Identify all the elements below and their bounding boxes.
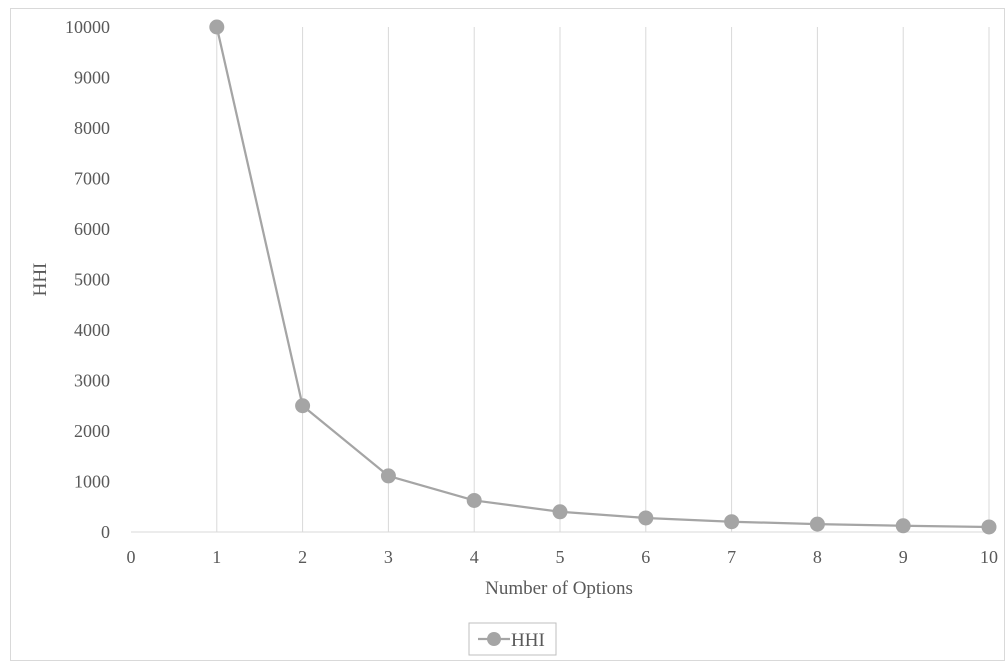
x-axis-tick-labels: 0 1 2 3 4 5 6 7 8 9 10 (127, 547, 999, 567)
chart-area (10, 8, 1005, 661)
x-tick-label: 4 (470, 547, 479, 567)
legend-marker-icon (487, 632, 501, 646)
x-tick-label: 5 (556, 547, 565, 567)
data-point (638, 510, 654, 526)
legend-label-hhi: HHI (511, 630, 545, 651)
y-axis-title: HHI (30, 263, 51, 297)
data-point (981, 519, 997, 535)
y-tick-label: 4000 (74, 320, 110, 340)
y-tick-label: 1000 (74, 472, 110, 492)
y-tick-label: 3000 (74, 371, 110, 391)
x-tick-label: 7 (727, 547, 736, 567)
x-tick-label: 9 (899, 547, 908, 567)
x-tick-label: 2 (298, 547, 307, 567)
x-tick-label: 0 (127, 547, 136, 567)
x-axis-title: Number of Options (485, 578, 633, 599)
y-tick-label: 6000 (74, 219, 110, 239)
series-hhi (209, 19, 997, 535)
x-tick-label: 6 (641, 547, 650, 567)
x-tick-label: 10 (980, 547, 998, 567)
y-tick-label: 10000 (65, 17, 110, 37)
y-tick-label: 7000 (74, 169, 110, 189)
legend-box (468, 622, 557, 656)
x-tick-label: 1 (212, 547, 221, 567)
gridlines (216, 27, 990, 532)
y-axis-tick-labels: 0 1000 2000 3000 4000 5000 6000 7000 8000 9000 100… (65, 17, 110, 542)
y-tick-label: 5000 (74, 270, 110, 290)
data-point (724, 514, 740, 530)
data-point (380, 468, 396, 484)
legend: HHI (468, 622, 557, 656)
y-tick-label: 9000 (74, 68, 110, 88)
data-point (552, 504, 568, 520)
data-point (295, 398, 311, 414)
data-point (895, 518, 911, 534)
data-point (466, 492, 482, 508)
x-tick-label: 3 (384, 547, 393, 567)
y-tick-label: 8000 (74, 118, 110, 138)
data-point (209, 19, 225, 35)
series-line (215, 26, 990, 529)
x-tick-label: 8 (813, 547, 822, 567)
y-tick-label: 2000 (74, 421, 110, 441)
y-tick-label: 0 (101, 522, 110, 542)
data-point (809, 516, 825, 532)
